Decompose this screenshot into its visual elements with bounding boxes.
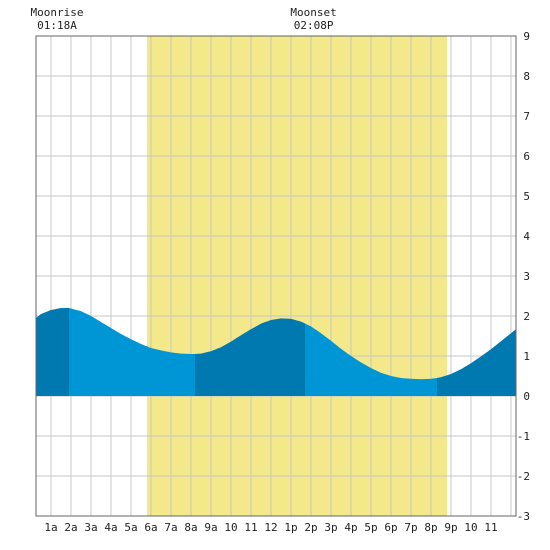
x-tick-label: 7a [164,521,177,534]
moon-event-name: Moonrise [31,6,84,19]
x-tick-label: 5a [124,521,137,534]
x-tick-label: 9p [444,521,457,534]
x-tick-label: 6a [144,521,157,534]
x-tick-label: 11 [244,521,257,534]
y-tick-label: 2 [523,310,530,323]
tide-area-segment [195,318,305,396]
y-tick-label: -1 [517,430,530,443]
x-tick-label: 9a [204,521,217,534]
tide-area-segment [36,308,69,396]
x-tick-label: 8p [424,521,437,534]
y-tick-label: 5 [523,190,530,203]
moon-event-time: 02:08P [294,19,334,32]
tide-area-segment [437,329,516,396]
x-tick-label: 8a [184,521,197,534]
x-tick-label: 11 [484,521,497,534]
x-tick-label: 10 [464,521,477,534]
x-tick-label: 6p [384,521,397,534]
y-tick-label: 6 [523,150,530,163]
x-tick-label: 10 [224,521,237,534]
y-tick-label: 9 [523,30,530,43]
x-tick-label: 12 [264,521,277,534]
x-tick-label: 3p [324,521,337,534]
x-tick-label: 1p [284,521,297,534]
x-tick-label: 4a [104,521,117,534]
y-tick-label: 0 [523,390,530,403]
plot-border [35,35,517,517]
tide-area-segment [305,323,437,396]
x-tick-label: 1a [44,521,57,534]
moon-event-time: 01:18A [37,19,77,32]
y-tick-label: 7 [523,110,530,123]
x-tick-label: 4p [344,521,357,534]
y-tick-label: 4 [523,230,530,243]
moon-event-name: Moonset [290,6,336,19]
tide-area-segment [69,308,195,396]
x-tick-label: 2p [304,521,317,534]
y-tick-label: -2 [517,470,530,483]
x-tick-label: 3a [84,521,97,534]
x-tick-label: 2a [64,521,77,534]
y-tick-label: 3 [523,270,530,283]
x-tick-label: 7p [404,521,417,534]
y-tick-label: -3 [517,510,530,523]
y-tick-label: 8 [523,70,530,83]
y-tick-label: 1 [523,350,530,363]
x-tick-label: 5p [364,521,377,534]
